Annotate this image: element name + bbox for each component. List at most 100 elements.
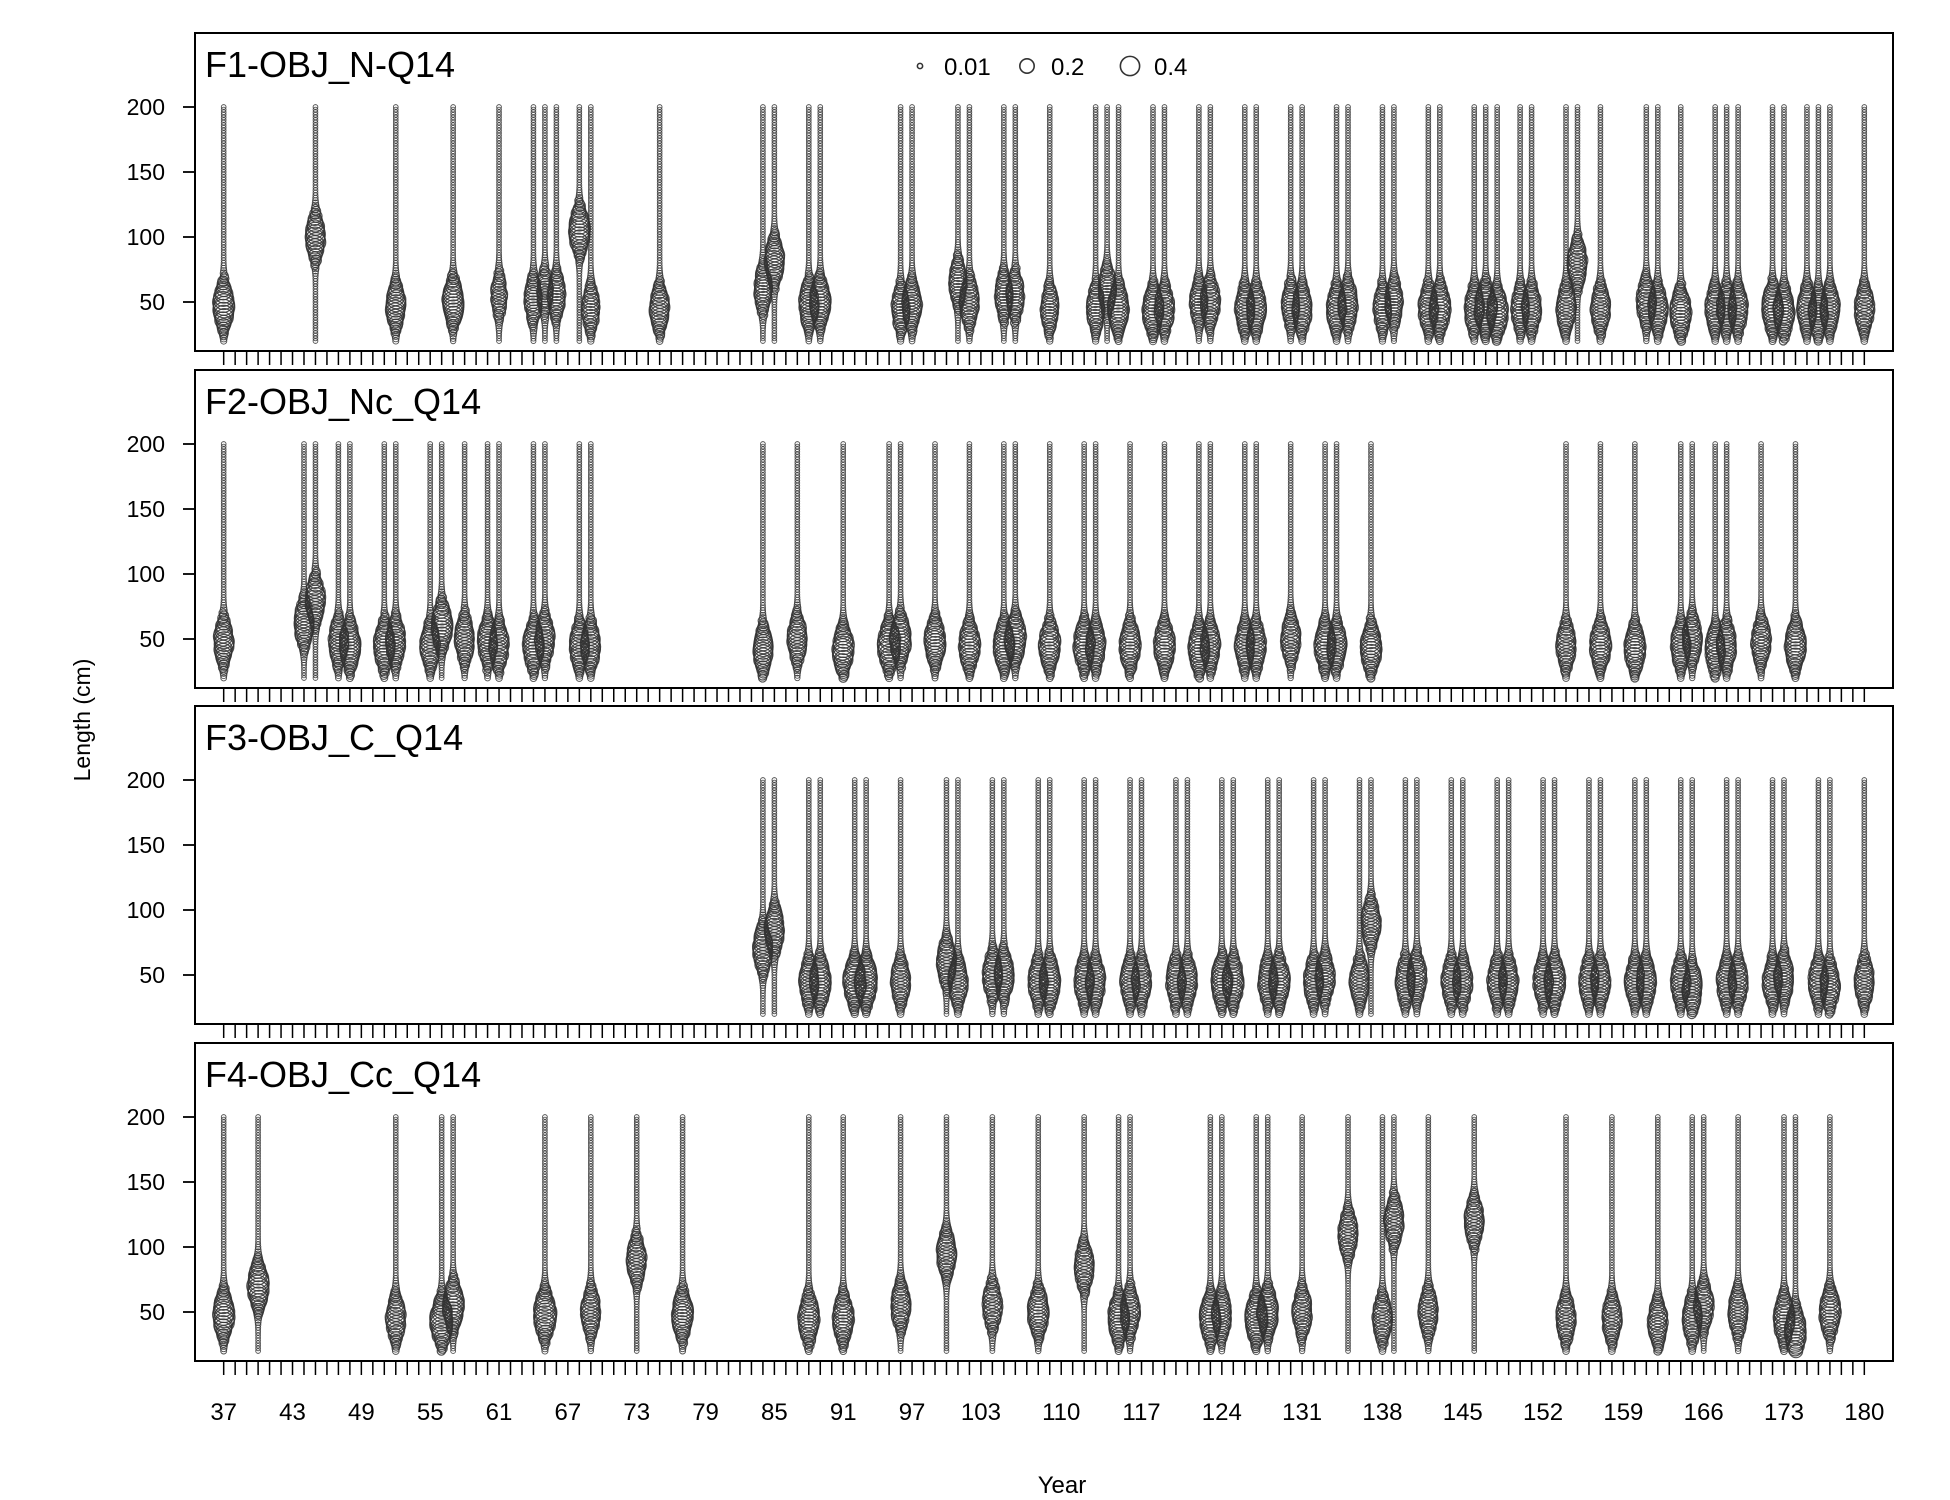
length-bubble — [496, 104, 502, 110]
x-ticks — [222, 351, 1866, 365]
sample-column — [536, 104, 555, 344]
length-bubble — [530, 104, 537, 110]
length-bubble — [538, 265, 550, 277]
length-bubble — [495, 261, 503, 270]
length-bubble — [553, 106, 560, 113]
sample-column — [1291, 104, 1313, 345]
sample-column — [1153, 104, 1176, 345]
length-bubble — [311, 199, 320, 207]
sample-column — [304, 104, 327, 344]
sample-column — [1704, 104, 1726, 345]
length-bubble — [390, 275, 402, 287]
length-bubble — [312, 104, 319, 110]
sample-column — [1337, 104, 1359, 345]
length-bubble — [529, 264, 538, 273]
sample-column — [1647, 104, 1669, 345]
length-bubble — [312, 106, 319, 113]
length-bubble — [391, 269, 400, 278]
length-bubble — [495, 330, 503, 337]
panels: F1-OBJ_N-Q1450100150200F2-OBJ_Nc_Q145010… — [127, 32, 1894, 1426]
length-bubble — [388, 281, 404, 297]
sample-column — [1510, 104, 1530, 345]
length-bubble — [311, 201, 320, 210]
length-bubble — [312, 272, 319, 280]
length-bubble — [450, 106, 456, 113]
length-bubble — [219, 271, 229, 281]
length-bubble — [542, 106, 548, 113]
length-bubble — [491, 276, 507, 292]
length-bubble — [215, 280, 232, 298]
length-bubble — [530, 332, 537, 340]
sample-column — [1669, 104, 1693, 346]
sample-column — [1233, 104, 1256, 345]
length-bubble — [219, 269, 228, 278]
sample-column — [1245, 104, 1268, 345]
length-bubble — [449, 264, 457, 272]
length-bubble — [529, 262, 537, 270]
length-bubble — [389, 277, 402, 290]
sample-column — [384, 104, 407, 345]
length-bubble — [441, 285, 464, 308]
length-bubble — [548, 275, 565, 292]
length-bubble — [307, 213, 324, 230]
sample-column — [1141, 104, 1165, 346]
sample-column — [546, 104, 567, 344]
length-bubble — [553, 327, 560, 334]
length-bubble — [494, 264, 504, 273]
length-bubble — [541, 322, 549, 329]
length-bubble — [541, 256, 549, 265]
sample-column — [1589, 104, 1612, 345]
sample-column — [1520, 104, 1543, 345]
length-bubble — [495, 259, 503, 267]
length-bubble — [529, 266, 538, 276]
length-bubble — [530, 106, 537, 113]
length-bubble — [392, 104, 399, 110]
sample-column — [1428, 104, 1452, 345]
length-bubble — [392, 106, 399, 113]
sample-column — [1005, 104, 1026, 344]
sample-column — [1039, 104, 1060, 345]
length-bubble — [530, 335, 537, 342]
sample-column — [490, 104, 509, 344]
y-tick-label: 200 — [127, 94, 165, 120]
length-bubble — [448, 268, 458, 279]
sample-column — [441, 104, 465, 345]
sample-column — [798, 104, 820, 345]
sample-column — [901, 104, 924, 345]
length-bubble — [524, 282, 543, 301]
length-bubble — [312, 270, 319, 277]
length-bubble — [542, 104, 548, 110]
length-bubble — [552, 261, 561, 270]
length-bubble — [552, 259, 561, 267]
length-bubble — [449, 337, 457, 345]
sample-column — [211, 104, 236, 345]
sample-column — [1727, 104, 1750, 345]
length-bubble — [550, 267, 563, 280]
length-bubble — [552, 263, 562, 273]
length-bubble — [540, 259, 549, 267]
sample-column — [1715, 104, 1738, 345]
length-bubble — [492, 272, 506, 285]
length-bubble — [495, 327, 503, 334]
length-bubble — [496, 106, 502, 113]
length-bubble — [387, 283, 405, 300]
length-bubble — [220, 104, 227, 110]
sample-column — [1555, 104, 1578, 345]
sample-column — [1106, 104, 1131, 345]
length-bubble — [392, 267, 400, 275]
sample-column — [958, 104, 980, 345]
y-tick-label: 100 — [127, 224, 165, 250]
length-bubble — [444, 277, 462, 295]
sample-column — [1199, 104, 1222, 345]
length-bubble — [391, 271, 401, 281]
y-tick-label: 150 — [127, 159, 165, 185]
length-bubble — [494, 266, 505, 276]
length-bubble — [442, 281, 463, 302]
length-bubble — [220, 106, 227, 113]
length-bubble — [553, 104, 560, 110]
length-bubble — [216, 277, 230, 291]
length-bubble — [450, 104, 456, 110]
length-bubble — [448, 266, 458, 275]
